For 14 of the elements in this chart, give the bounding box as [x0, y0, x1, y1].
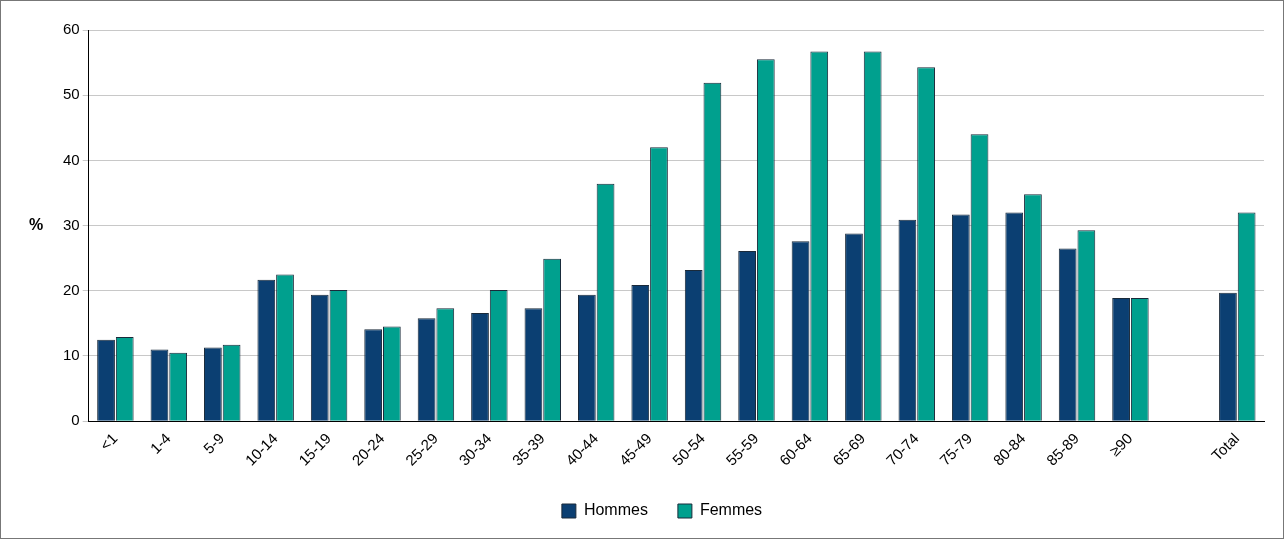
x-tick-label: 1-4	[146, 429, 174, 457]
legend-label: Hommes	[583, 501, 648, 519]
y-tick-label: 40	[63, 150, 80, 168]
y-tick-label: 30	[63, 215, 80, 233]
y-axis-title: %	[28, 215, 44, 233]
x-tick-label: <1	[96, 429, 121, 454]
y-tick-label: 10	[63, 346, 80, 364]
x-tick-label: 5-9	[199, 429, 228, 457]
y-tick-label: 60	[63, 20, 80, 38]
legend-label: Femmes	[699, 501, 763, 519]
x-tick-label: ≥90	[1105, 429, 1136, 460]
y-tick-label: 0	[71, 411, 80, 429]
y-tick-label: 20	[63, 280, 80, 298]
y-tick-label: 50	[63, 85, 80, 103]
